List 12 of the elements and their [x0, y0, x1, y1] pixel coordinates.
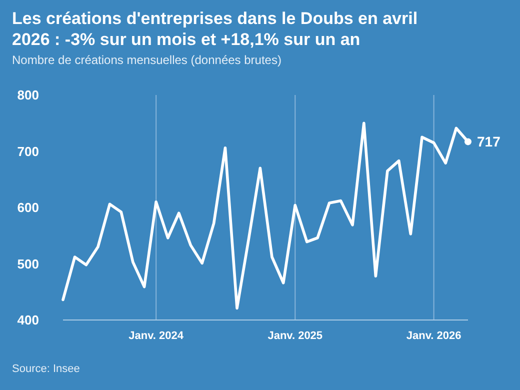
chart-subtitle: Nombre de créations mensuelles (données brutes): [12, 53, 282, 67]
y-tick-label: 500: [17, 256, 39, 272]
y-tick-label: 800: [17, 88, 39, 103]
x-tick-label: Janv. 2026: [406, 330, 462, 342]
x-tick-label: Janv. 2024: [128, 330, 184, 342]
y-tick-label: 600: [17, 200, 39, 216]
source-note: Source: Insee: [12, 363, 80, 375]
y-tick-label: 700: [17, 144, 39, 159]
chart-title: Les créations d'entreprises dans le Doubs en avril 2026 : -3% sur un mois et +18,1% sur un an: [12, 9, 418, 49]
annotation: 717: [477, 134, 501, 150]
y-tick-label: 400: [17, 312, 39, 328]
x-tick-label: Janv. 2025: [268, 330, 323, 342]
